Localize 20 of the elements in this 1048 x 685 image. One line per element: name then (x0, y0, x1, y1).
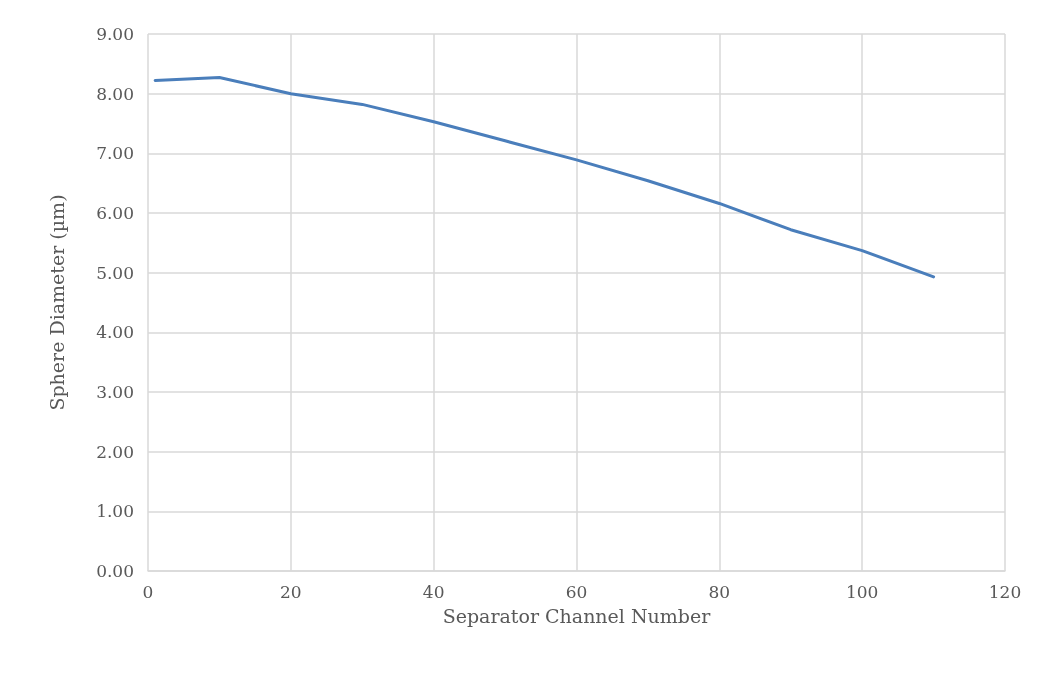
y-tick-label: 0.00 (96, 561, 134, 581)
x-tick-label: 100 (845, 581, 879, 602)
y-tick-label: 2.00 (96, 441, 134, 462)
x-axis-title: Separator Channel Number (442, 604, 712, 627)
y-tick-label: 6.00 (96, 203, 134, 223)
line-series (153, 76, 936, 279)
y-tick-label: 9.00 (96, 24, 134, 44)
x-tick-label: 40 (422, 581, 445, 602)
y-tick-label: 3.00 (96, 382, 134, 402)
y-tick-label: 1.00 (96, 501, 134, 522)
x-tick-label: 60 (565, 581, 588, 602)
x-tick-label: 20 (280, 581, 302, 602)
x-tick-label: 120 (988, 581, 1022, 602)
y-tick-label: 5.00 (96, 262, 134, 283)
y-tick-label: 7.00 (96, 143, 134, 164)
y-axis-title: Sphere Diameter (µm) (45, 194, 68, 411)
x-tick-label: 80 (708, 581, 731, 602)
y-tick-label: 4.00 (96, 322, 134, 343)
x-tick-label: 0 (142, 581, 154, 602)
y-tick-label: 8.00 (96, 83, 134, 104)
